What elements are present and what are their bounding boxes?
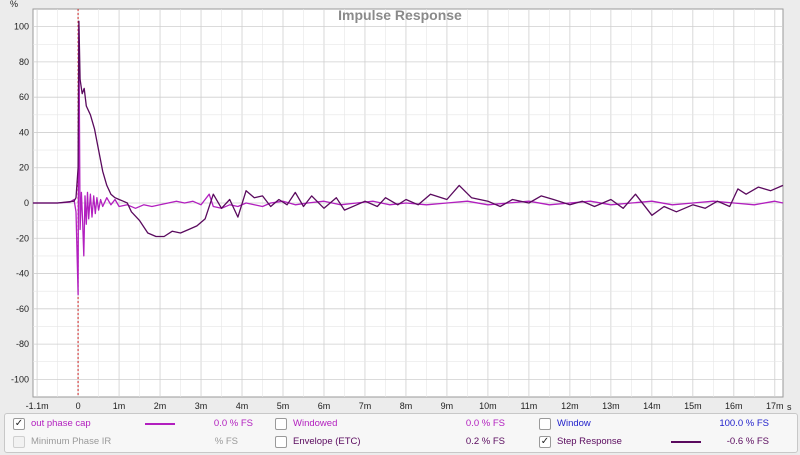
legend-panel: ✓ out phase cap 0.0 % FS Windowed 0.0 % … xyxy=(4,413,798,453)
x-tick-label: 0 xyxy=(76,401,81,411)
x-tick-label: 6m xyxy=(318,401,331,411)
y-tick-label: -60 xyxy=(16,304,29,314)
x-tick-label: 7m xyxy=(359,401,372,411)
x-tick-label: 5m xyxy=(277,401,290,411)
x-tick-label: 8m xyxy=(400,401,413,411)
y-tick-label: 0 xyxy=(24,198,29,208)
impulse-response-chart[interactable]: -1.1m 0 1m 2m 3m 4m 5m 6m 7m 8m 9m 10m 11m 12m 13m 14m 1… xyxy=(0,0,800,412)
x-tick-label: 4m xyxy=(236,401,249,411)
out-phase-cap-swatch xyxy=(145,423,175,425)
windowed-label: Windowed xyxy=(293,418,338,429)
step-response-checkbox[interactable]: ✓ xyxy=(539,436,551,448)
minimum-phase-ir-checkbox[interactable] xyxy=(13,436,25,448)
window-label: Window xyxy=(557,418,591,429)
x-axis-unit-label: s xyxy=(787,402,792,412)
y-tick-label: -40 xyxy=(16,269,29,279)
legend-item-envelope-etc[interactable]: Envelope (ETC) 0.2 % FS xyxy=(275,434,505,450)
y-tick-label: 20 xyxy=(19,163,29,173)
x-tick-label: 12m xyxy=(561,401,579,411)
y-tick-label: 100 xyxy=(14,22,29,32)
minimum-phase-ir-value: % FS xyxy=(214,436,238,447)
x-tick-label: -1.1m xyxy=(26,401,49,411)
legend-item-out-phase-cap[interactable]: ✓ out phase cap 0.0 % FS xyxy=(13,416,273,432)
out-phase-cap-label: out phase cap xyxy=(31,418,91,429)
y-tick-label: -20 xyxy=(16,233,29,243)
x-tick-label: 3m xyxy=(195,401,208,411)
series-step-response-line xyxy=(33,20,784,238)
envelope-etc-label: Envelope (ETC) xyxy=(293,436,361,447)
chart-area[interactable]: -1.1m 0 1m 2m 3m 4m 5m 6m 7m 8m 9m 10m 11m 12m 13m 14m 1… xyxy=(0,0,800,412)
series-out-phase-cap-line xyxy=(33,25,784,296)
windowed-checkbox[interactable] xyxy=(275,418,287,430)
envelope-etc-value: 0.2 % FS xyxy=(465,436,505,447)
x-tick-label: 9m xyxy=(441,401,454,411)
legend-item-window[interactable]: Window 100.0 % FS xyxy=(539,416,789,432)
x-tick-label: 17m xyxy=(766,401,784,411)
y-tick-label: -100 xyxy=(11,374,29,384)
series-layer xyxy=(33,20,784,296)
x-tick-label: 11m xyxy=(520,401,537,411)
x-tick-label: 15m xyxy=(684,401,702,411)
window-value: 100.0 % FS xyxy=(719,418,769,429)
x-tick-label: 13m xyxy=(602,401,620,411)
step-response-swatch xyxy=(671,441,701,443)
y-tick-label: 80 xyxy=(19,57,29,67)
step-response-value: -0.6 % FS xyxy=(726,436,769,447)
envelope-etc-checkbox[interactable] xyxy=(275,436,287,448)
window-checkbox[interactable] xyxy=(539,418,551,430)
y-tick-label: -80 xyxy=(16,339,29,349)
legend-item-minimum-phase-ir[interactable]: Minimum Phase IR % FS xyxy=(13,434,273,450)
minimum-phase-ir-label: Minimum Phase IR xyxy=(31,436,112,447)
legend-item-step-response[interactable]: ✓ Step Response -0.6 % FS xyxy=(539,434,789,450)
out-phase-cap-value: 0.0 % FS xyxy=(213,418,253,429)
x-tick-label: 10m xyxy=(479,401,497,411)
out-phase-cap-checkbox[interactable]: ✓ xyxy=(13,418,25,430)
x-tick-label: 14m xyxy=(643,401,661,411)
x-tick-label: 2m xyxy=(154,401,167,411)
y-axis-unit-label: % xyxy=(10,0,18,9)
x-tick-label: 16m xyxy=(725,401,743,411)
windowed-value: 0.0 % FS xyxy=(465,418,505,429)
step-response-label: Step Response xyxy=(557,436,622,447)
legend-item-windowed[interactable]: Windowed 0.0 % FS xyxy=(275,416,505,432)
chart-title: Impulse Response xyxy=(338,7,462,23)
y-tick-label: 60 xyxy=(19,92,29,102)
y-tick-label: 40 xyxy=(19,127,29,137)
x-tick-label: 1m xyxy=(113,401,126,411)
